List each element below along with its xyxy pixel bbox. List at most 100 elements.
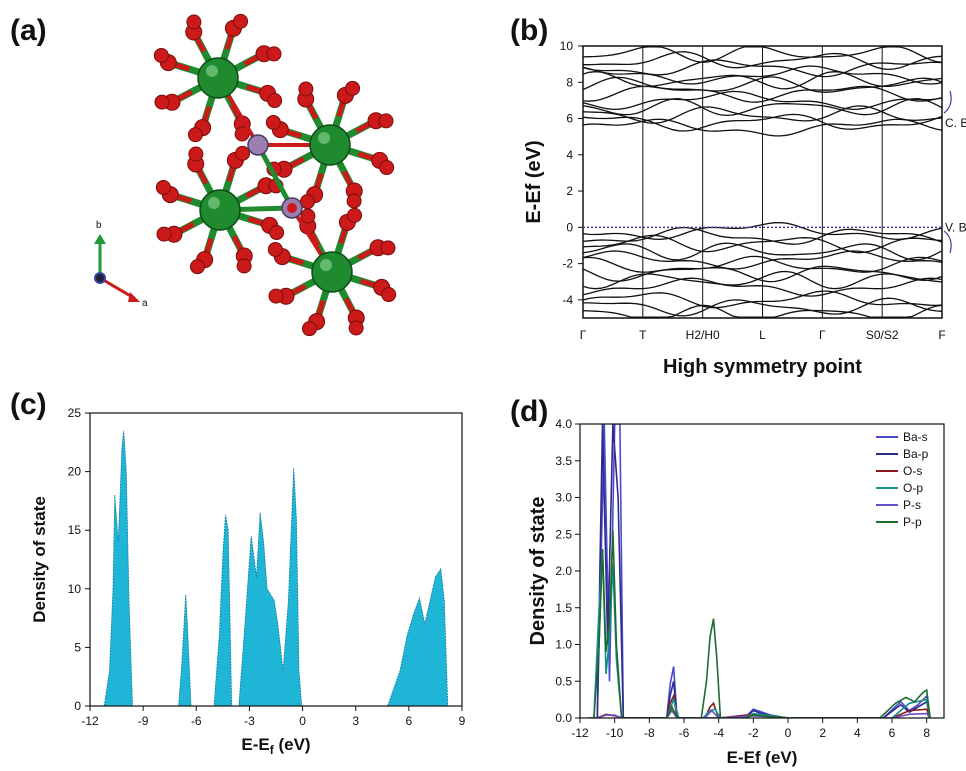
- y-tick-label: 10: [560, 39, 574, 53]
- band-line: [582, 98, 943, 117]
- pdos-series-p-p: [593, 530, 931, 718]
- kpoint-tick-label: Γ: [819, 328, 826, 342]
- band-y-axis-label: E-Ef (eV): [523, 140, 545, 223]
- band-line: [582, 71, 943, 90]
- oxygen-atom: [379, 160, 395, 176]
- band-line: [582, 277, 943, 297]
- band-line: [582, 59, 943, 78]
- pdos-series-o-p: [593, 548, 931, 718]
- x-tick-label: 0: [299, 714, 306, 728]
- band-line: [582, 242, 943, 261]
- y-tick-label: 0.0: [555, 711, 572, 725]
- band-line: [582, 90, 943, 111]
- legend-label-ba-p: Ba-p: [903, 447, 929, 461]
- band-line: [583, 297, 943, 317]
- pdos-y-axis-label: Density of state: [527, 497, 549, 646]
- x-tick-label: -8: [644, 726, 655, 740]
- dos-y-axis-label: Density of state: [30, 496, 49, 623]
- barium-highlight: [320, 259, 332, 271]
- dos-plot-frame: [89, 412, 463, 707]
- x-tick-label: -12: [571, 726, 589, 740]
- kpoint-tick-label: T: [639, 328, 647, 342]
- barium-highlight: [208, 197, 220, 209]
- x-tick-label: -6: [679, 726, 690, 740]
- x-tick-label: -12: [81, 714, 99, 728]
- x-tick-label: -9: [138, 714, 149, 728]
- cb-annotation: C. B: [945, 116, 966, 130]
- barium-atom: [197, 57, 239, 99]
- oxygen-atom: [268, 288, 284, 304]
- crystal-structure: [153, 13, 397, 337]
- vb-annotation: V. B: [945, 220, 966, 234]
- band-x-axis-label: High symmetry point: [663, 356, 862, 378]
- y-tick-label: 0: [566, 220, 573, 234]
- band-line: [582, 105, 943, 124]
- band-line: [582, 234, 943, 254]
- c-axis-dot: [94, 272, 106, 284]
- oxygen-atom: [188, 146, 204, 162]
- oxygen-atom: [186, 14, 202, 30]
- x-tick-label: -4: [713, 726, 724, 740]
- band-line: [582, 221, 943, 240]
- dos-x-axis-label: E-Ef (eV): [241, 735, 310, 757]
- x-tick-label: 6: [406, 714, 413, 728]
- legend-label-p-p: P-p: [903, 515, 922, 529]
- oxygen-atom: [236, 258, 252, 274]
- band-line: [582, 265, 943, 283]
- oxygen-atom: [380, 240, 396, 256]
- oxygen-atom: [298, 81, 314, 97]
- b-axis-label: b: [96, 220, 102, 231]
- a-axis-label: a: [142, 298, 148, 309]
- y-tick-label: 8: [566, 75, 573, 89]
- a-axis-arrow: [99, 276, 135, 300]
- kpoint-tick-label: F: [938, 328, 945, 342]
- partial-dos-chart: -12 -10 -8 -6 -4 -2 0 2 4 6 8 0.0 0.5 1.0 1.5 2.0 2.5 3.0…: [527, 417, 945, 767]
- dos-x-axis-unit: (eV): [274, 735, 311, 754]
- oxygen-atom: [267, 241, 283, 257]
- x-tick-label: -3: [244, 714, 255, 728]
- oxygen-atom: [300, 208, 316, 224]
- phosphorus-atom: [247, 134, 269, 156]
- x-tick-label: 4: [854, 726, 861, 740]
- oxygen-atom: [189, 259, 205, 275]
- y-tick-label: 0.5: [555, 674, 572, 688]
- y-tick-label: 6: [566, 112, 573, 126]
- y-tick-label: 3.5: [555, 454, 572, 468]
- link-bond: [255, 143, 295, 210]
- x-tick-label: 6: [889, 726, 896, 740]
- kpoint-tick-label: S0/S2: [866, 328, 899, 342]
- band-line: [582, 46, 943, 63]
- oxygen-atom: [347, 207, 363, 223]
- pdos-series-p-s: [597, 709, 931, 718]
- band-line: [582, 250, 943, 270]
- pdos-x-axis-label: E-Ef (eV): [727, 748, 798, 767]
- band-line: [582, 290, 943, 309]
- b-axis-arrowhead: [94, 234, 106, 244]
- panel-d-label: (d): [510, 395, 549, 428]
- x-tick-label: 0: [785, 726, 792, 740]
- band-line: [582, 226, 943, 245]
- band-structure-chart: Γ T H2/H0 L Γ S0/S2 F -4 -2 0 2 4 6 8 10 C. B V. B High s…: [523, 39, 966, 378]
- kpoint-tick-label: L: [759, 328, 766, 342]
- oxygen-atom: [156, 226, 172, 242]
- oxygen-atom: [233, 13, 249, 29]
- band-line: [582, 113, 943, 132]
- y-tick-label: 4.0: [555, 417, 572, 431]
- dos-area: [103, 430, 449, 707]
- band-line: [582, 255, 943, 273]
- a-axis-arrowhead: [128, 292, 140, 302]
- oxygen-atom: [153, 47, 169, 63]
- oxygen-atom: [345, 80, 361, 96]
- y-tick-label: 20: [68, 465, 82, 479]
- oxygen-atom: [301, 321, 317, 337]
- pdos-series-ba-p: [588, 424, 931, 718]
- legend-label-o-p: O-p: [903, 481, 923, 495]
- pdos-series-ba-s: [588, 424, 931, 718]
- oxygen-atom: [265, 114, 281, 130]
- band-line: [583, 51, 943, 71]
- oxygen-atom: [269, 225, 285, 241]
- x-tick-label: -2: [748, 726, 759, 740]
- oxygen-atom: [266, 46, 282, 62]
- x-tick-label: -6: [191, 714, 202, 728]
